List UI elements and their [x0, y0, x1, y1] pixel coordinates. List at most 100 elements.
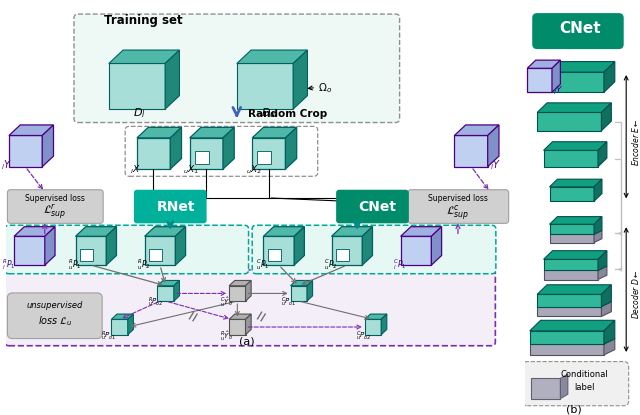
Text: Training set: Training set [104, 14, 182, 27]
Polygon shape [223, 127, 234, 169]
Polygon shape [14, 227, 55, 236]
Polygon shape [454, 125, 499, 136]
Polygon shape [365, 314, 387, 319]
Text: $^R_uP_{o2}$: $^R_uP_{o2}$ [148, 296, 164, 310]
Text: $^C_uP_2$: $^C_uP_2$ [324, 257, 337, 272]
Text: $_uX_1$: $_uX_1$ [183, 164, 199, 176]
Polygon shape [543, 150, 598, 167]
Text: CNet: CNet [358, 200, 397, 214]
Text: $^R_u\hat{Y}_o$: $^R_u\hat{Y}_o$ [220, 329, 233, 342]
Polygon shape [561, 374, 568, 398]
Polygon shape [157, 286, 174, 301]
Polygon shape [598, 251, 607, 271]
Polygon shape [537, 294, 602, 307]
Text: Decoder $D\leftarrow$: Decoder $D\leftarrow$ [630, 269, 640, 319]
Text: Encoder $E\leftarrow$: Encoder $E\leftarrow$ [630, 118, 640, 166]
FancyBboxPatch shape [5, 225, 248, 274]
Text: loss $\mathcal{L}_u$: loss $\mathcal{L}_u$ [38, 314, 72, 328]
Polygon shape [336, 249, 349, 261]
Polygon shape [527, 60, 561, 68]
Polygon shape [602, 103, 611, 131]
Polygon shape [550, 179, 602, 187]
Polygon shape [268, 249, 281, 261]
Polygon shape [252, 138, 285, 169]
Text: $^R_uP_{o1}$: $^R_uP_{o1}$ [101, 330, 116, 343]
Polygon shape [291, 281, 312, 286]
Polygon shape [550, 224, 594, 234]
Polygon shape [80, 249, 93, 261]
Polygon shape [264, 236, 294, 265]
Polygon shape [293, 50, 307, 109]
Polygon shape [543, 271, 598, 279]
Text: $_uX_2$: $_uX_2$ [246, 164, 261, 176]
Polygon shape [189, 127, 234, 138]
Polygon shape [137, 138, 170, 169]
Polygon shape [454, 136, 488, 167]
Polygon shape [543, 251, 607, 259]
Text: CNet: CNet [559, 21, 601, 36]
Polygon shape [552, 60, 561, 92]
Text: $\mathcal{L}_{sup}^c$: $\mathcal{L}_{sup}^c$ [446, 203, 470, 222]
Polygon shape [530, 331, 604, 344]
Polygon shape [594, 230, 602, 242]
Polygon shape [9, 125, 54, 136]
Text: $^C_u\hat{Y}_o$: $^C_u\hat{Y}_o$ [220, 295, 233, 309]
FancyBboxPatch shape [5, 270, 495, 346]
Polygon shape [488, 125, 499, 167]
Polygon shape [550, 217, 602, 224]
Polygon shape [229, 281, 251, 286]
Polygon shape [237, 50, 307, 63]
Polygon shape [530, 72, 604, 92]
Polygon shape [362, 227, 372, 265]
Polygon shape [137, 127, 182, 138]
Polygon shape [145, 236, 175, 265]
Text: $D_u$: $D_u$ [261, 106, 276, 120]
Polygon shape [175, 227, 186, 265]
Polygon shape [76, 227, 116, 236]
Polygon shape [229, 286, 246, 301]
Polygon shape [111, 319, 128, 335]
Text: $^R_uP_2$: $^R_uP_2$ [137, 257, 150, 272]
Polygon shape [252, 127, 297, 138]
Polygon shape [195, 151, 209, 164]
Polygon shape [229, 319, 246, 335]
Polygon shape [111, 314, 133, 319]
Text: Random Crop: Random Crop [248, 109, 327, 119]
Text: $_lY$: $_lY$ [554, 85, 564, 97]
Polygon shape [307, 281, 312, 301]
FancyBboxPatch shape [8, 293, 102, 339]
Polygon shape [257, 151, 271, 164]
Polygon shape [76, 236, 106, 265]
Polygon shape [604, 61, 615, 92]
Polygon shape [237, 63, 293, 109]
Text: $_lX$: $_lX$ [131, 164, 141, 176]
Text: (a): (a) [239, 336, 255, 346]
Polygon shape [246, 314, 251, 335]
Polygon shape [598, 266, 607, 279]
FancyBboxPatch shape [532, 13, 624, 49]
Text: label: label [574, 383, 595, 392]
Polygon shape [157, 281, 179, 286]
Polygon shape [527, 68, 552, 92]
Polygon shape [598, 142, 607, 167]
Polygon shape [543, 259, 598, 271]
Polygon shape [45, 227, 55, 265]
Polygon shape [537, 112, 602, 131]
Text: Supervised loss: Supervised loss [428, 194, 488, 203]
Text: Conditional: Conditional [560, 371, 608, 379]
Polygon shape [550, 187, 594, 201]
Polygon shape [294, 227, 305, 265]
Text: $\mathcal{L}_{sup}^r$: $\mathcal{L}_{sup}^r$ [44, 203, 67, 222]
Text: $^C_lP_1$: $^C_lP_1$ [393, 257, 406, 272]
Polygon shape [285, 127, 297, 169]
Polygon shape [537, 307, 602, 317]
Polygon shape [604, 339, 615, 355]
Polygon shape [365, 319, 381, 335]
Text: unsupervised: unsupervised [27, 301, 83, 310]
Polygon shape [530, 320, 615, 331]
Polygon shape [381, 314, 387, 335]
Polygon shape [543, 142, 607, 150]
Polygon shape [531, 378, 561, 398]
Text: $^C_uP_{o1}$: $^C_uP_{o1}$ [282, 296, 297, 310]
FancyBboxPatch shape [74, 14, 399, 122]
